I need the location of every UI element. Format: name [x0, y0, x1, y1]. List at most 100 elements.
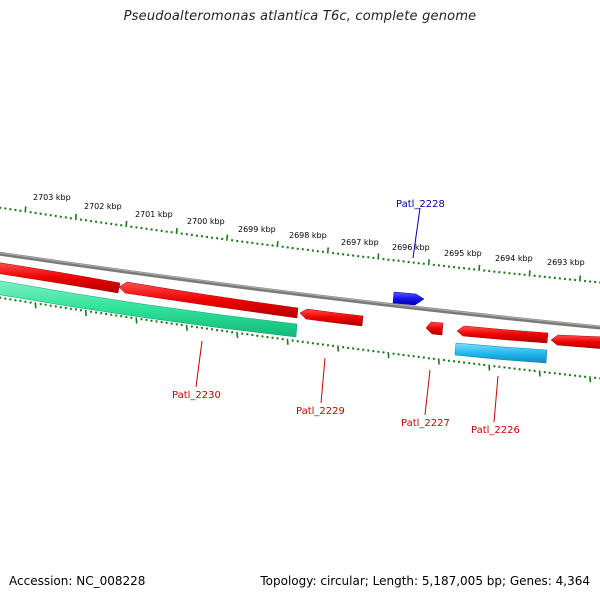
- label-leader-line: [412, 207, 421, 259]
- minor-tick: [94, 311, 98, 314]
- minor-tick: [331, 251, 335, 255]
- minor-tick: [382, 257, 385, 261]
- minor-tick: [588, 280, 592, 283]
- major-tick: [34, 302, 37, 309]
- minor-tick: [341, 253, 345, 256]
- minor-tick: [291, 246, 294, 250]
- minor-tick: [316, 342, 320, 346]
- gene-labels: Patl_2228 Patl_2230 Patl_2229 Patl_2227 …: [172, 199, 520, 436]
- outer-scale-ticks: [0, 206, 600, 284]
- gene-arrow-red-patl-2226[interactable]: [456, 325, 549, 344]
- minor-tick: [49, 304, 52, 307]
- minor-tick: [110, 313, 113, 316]
- minor-tick: [321, 250, 325, 254]
- minor-tick: [558, 372, 562, 376]
- minor-tick: [241, 332, 244, 335]
- minor-tick: [4, 297, 7, 300]
- minor-tick: [331, 344, 335, 348]
- minor-tick: [220, 237, 224, 241]
- minor-tick: [281, 337, 284, 341]
- minor-tick: [256, 334, 259, 337]
- minor-tick: [155, 320, 158, 323]
- kbp-label: 2697 kbp: [341, 238, 379, 247]
- minor-tick: [326, 343, 330, 347]
- minor-tick: [246, 333, 249, 336]
- major-tick: [478, 264, 481, 271]
- minor-tick: [432, 357, 436, 361]
- minor-tick: [251, 333, 254, 337]
- major-tick: [286, 338, 289, 345]
- major-tick: [74, 213, 77, 220]
- minor-tick: [9, 208, 12, 211]
- minor-tick: [422, 262, 425, 265]
- minor-tick: [140, 226, 143, 230]
- gene-label-patl-2230[interactable]: Patl_2230: [172, 390, 221, 401]
- minor-tick: [412, 355, 415, 358]
- minor-tick: [538, 275, 541, 278]
- gene-arrow-red[interactable]: [550, 334, 600, 349]
- minor-tick: [261, 335, 264, 338]
- minor-tick: [407, 354, 410, 357]
- minor-tick: [236, 239, 239, 243]
- gene-arrow-red-patl-2227[interactable]: [425, 321, 444, 336]
- minor-tick: [170, 322, 173, 325]
- kbp-label: 2701 kbp: [135, 210, 173, 219]
- minor-tick: [266, 243, 269, 247]
- minor-tick: [508, 271, 511, 275]
- minor-tick: [447, 265, 451, 268]
- minor-tick: [548, 276, 551, 279]
- minor-tick: [548, 371, 551, 374]
- major-tick: [326, 247, 329, 254]
- gene-label-patl-2229[interactable]: Patl_2229: [296, 406, 345, 417]
- kbp-label: 2703 kbp: [33, 193, 71, 202]
- minor-tick: [523, 368, 526, 372]
- minor-tick: [301, 248, 304, 251]
- minor-tick: [462, 361, 466, 364]
- minor-tick: [553, 372, 557, 375]
- minor-tick: [392, 258, 395, 262]
- major-tick: [226, 234, 229, 241]
- minor-tick: [59, 305, 62, 309]
- minor-tick: [498, 365, 501, 369]
- gene-arrow-red-patl-2229[interactable]: [299, 308, 364, 327]
- minor-tick: [412, 261, 415, 264]
- gene-label-patl-2226[interactable]: Patl_2226: [471, 425, 520, 436]
- minor-tick: [452, 265, 456, 269]
- minor-tick: [558, 277, 562, 280]
- gene-label-patl-2228[interactable]: Patl_2228: [396, 199, 445, 210]
- minor-tick: [210, 328, 214, 331]
- minor-tick: [220, 329, 224, 333]
- minor-tick: [24, 300, 27, 303]
- major-tick: [175, 227, 178, 235]
- major-tick: [528, 270, 531, 277]
- minor-tick: [19, 299, 22, 303]
- minor-tick: [397, 259, 400, 263]
- gene-arrow-blue-patl-2228[interactable]: [392, 291, 425, 306]
- feature-bar-green[interactable]: [0, 280, 298, 338]
- minor-tick: [99, 221, 103, 224]
- minor-tick: [493, 270, 496, 273]
- reverse-strand-features: [0, 262, 600, 349]
- minor-tick: [0, 296, 2, 299]
- minor-tick: [286, 246, 289, 249]
- gene-arrow-red[interactable]: [118, 281, 299, 319]
- feature-bar-cyan[interactable]: [454, 342, 548, 364]
- minor-tick: [9, 298, 12, 301]
- gene-label-patl-2227[interactable]: Patl_2227: [401, 418, 450, 429]
- minor-tick: [200, 326, 204, 330]
- minor-tick: [382, 351, 385, 354]
- minor-tick: [301, 340, 304, 344]
- minor-tick: [351, 347, 355, 350]
- minor-tick: [130, 316, 133, 319]
- minor-tick: [593, 280, 597, 284]
- gene-arrow-red[interactable]: [0, 262, 121, 294]
- label-leader-line: [424, 369, 431, 416]
- minor-tick: [387, 258, 390, 261]
- minor-tick: [130, 225, 133, 228]
- minor-tick: [4, 207, 7, 210]
- kbp-label: 2695 kbp: [444, 249, 482, 258]
- minor-tick: [84, 219, 88, 222]
- minor-tick: [533, 369, 536, 373]
- kbp-label: 2696 kbp: [392, 243, 430, 252]
